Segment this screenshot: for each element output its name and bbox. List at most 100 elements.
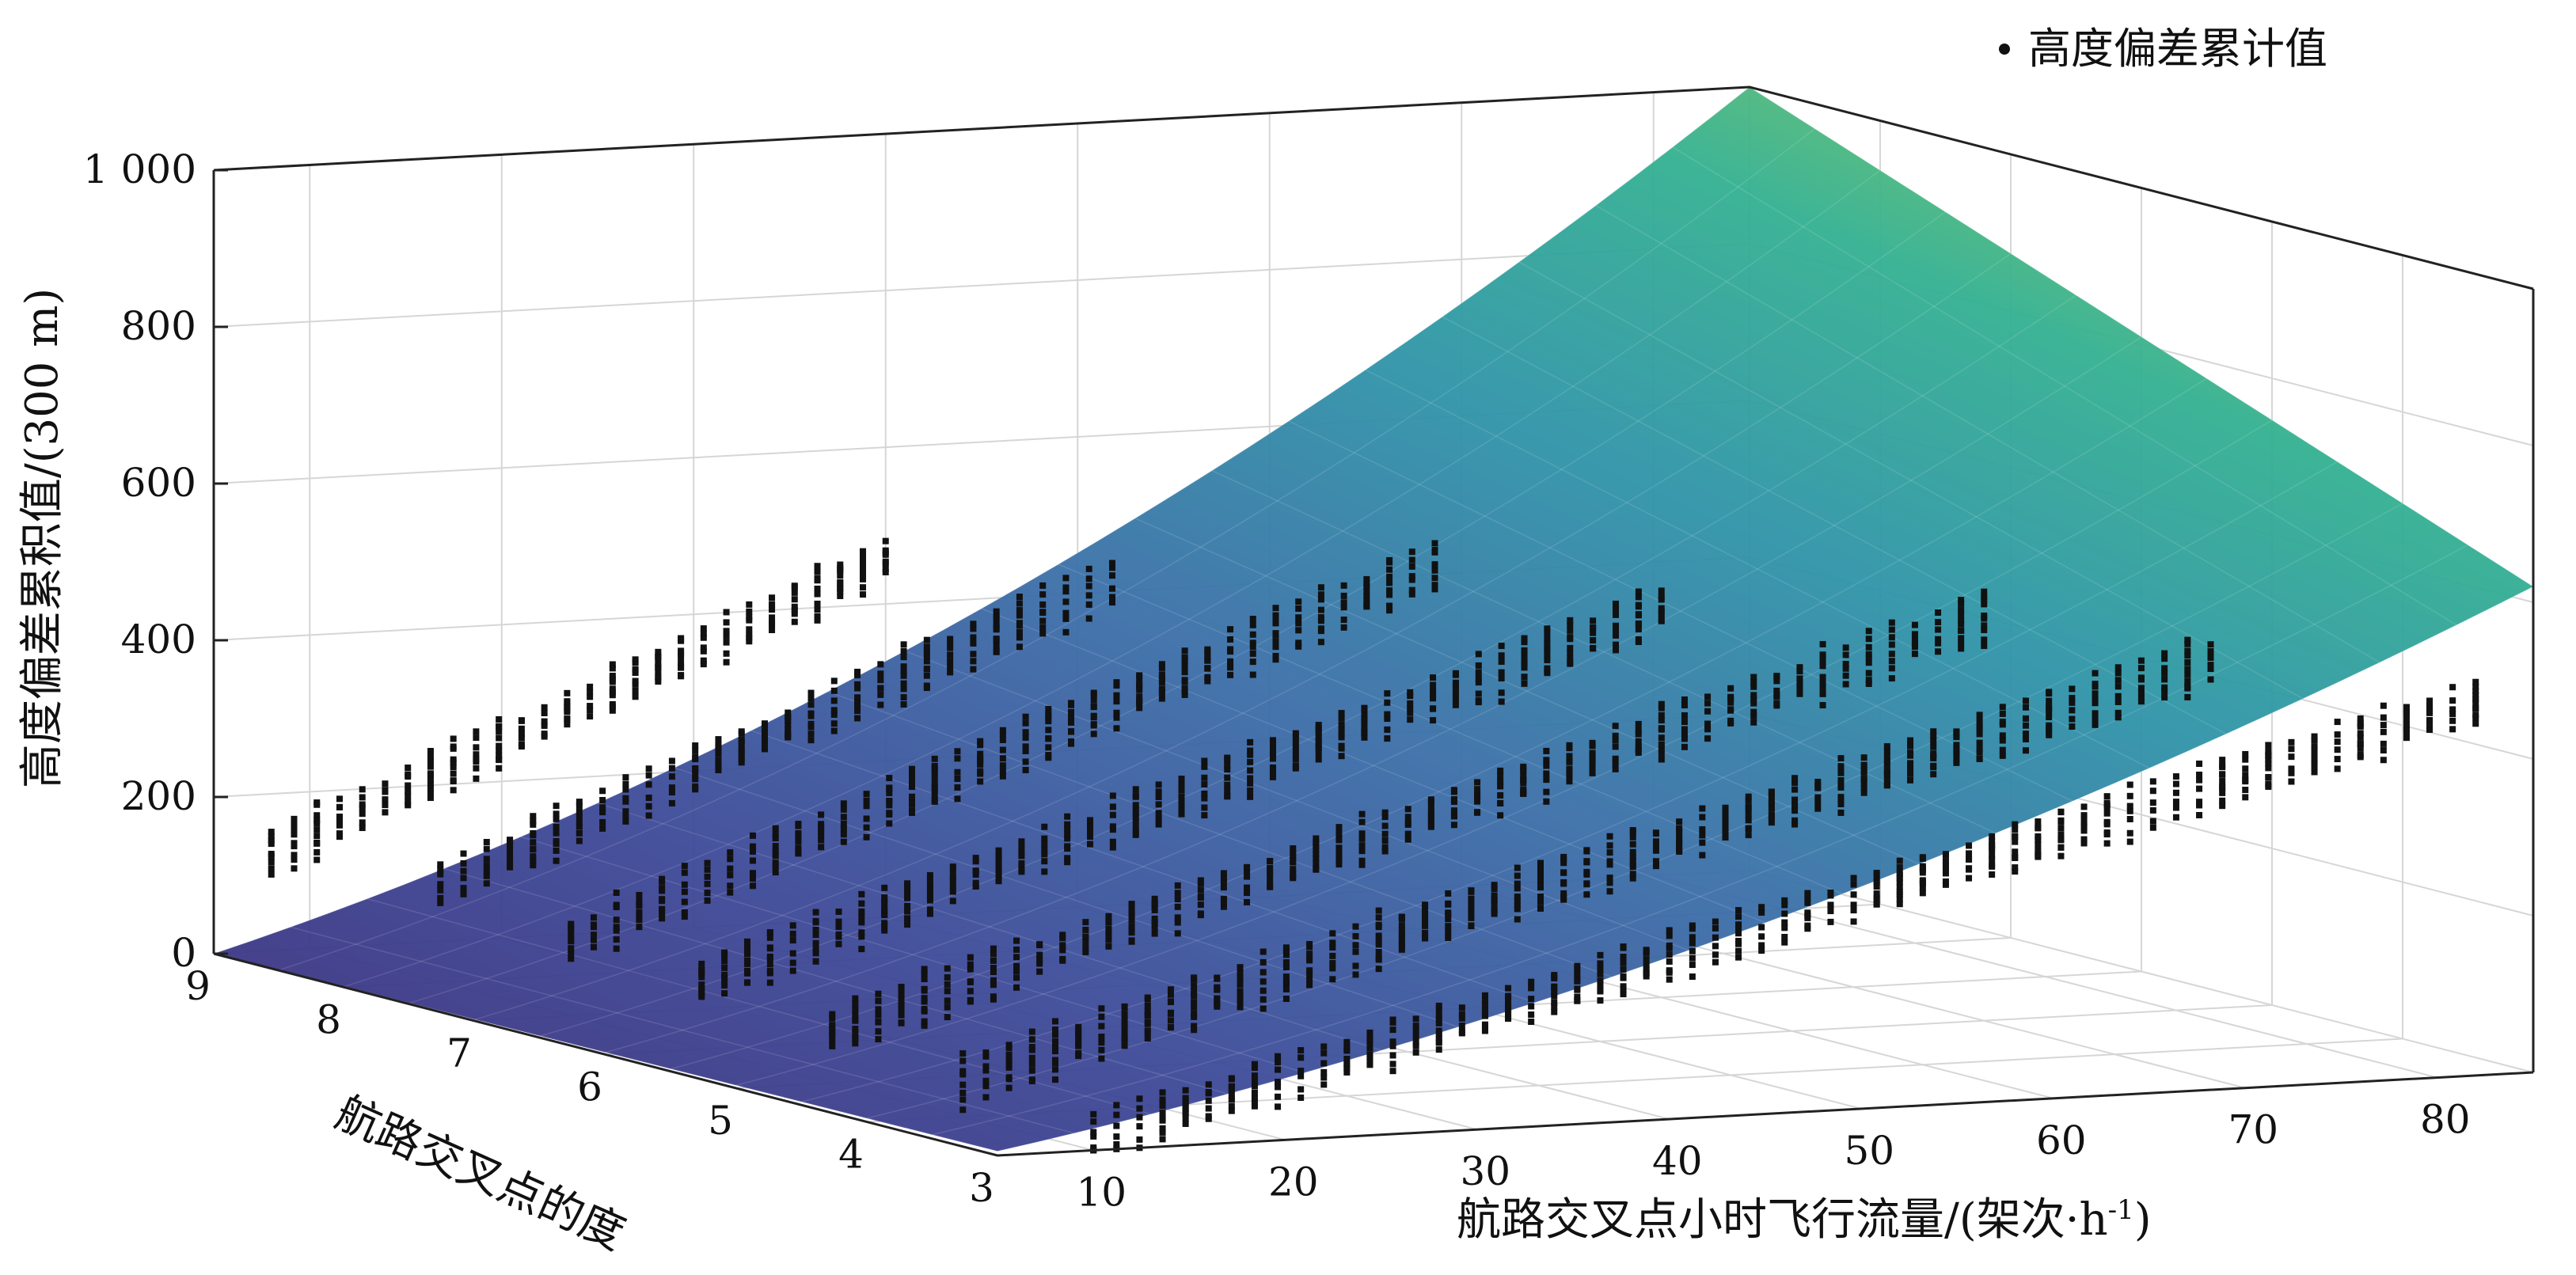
data-point (1989, 863, 1996, 870)
data-point (1712, 924, 1719, 932)
data-point (636, 924, 643, 931)
data-point (1343, 1068, 1351, 1076)
data-point (923, 652, 930, 659)
data-point (1666, 976, 1673, 983)
data-point (1860, 768, 1867, 775)
data-point (1389, 1016, 1396, 1023)
data-point (1574, 977, 1581, 985)
data-point (1237, 988, 1244, 995)
data-point (1758, 933, 1765, 940)
data-point (1295, 620, 1302, 627)
data-point (900, 654, 907, 661)
data-point (1329, 939, 1336, 947)
data-point (1475, 651, 1482, 658)
data-point (990, 969, 997, 976)
data-point (1272, 652, 1279, 659)
data-point (1583, 858, 1590, 865)
data-point (772, 835, 779, 842)
data-point (1468, 899, 1475, 906)
data-point (1408, 586, 1415, 594)
data-point (1745, 825, 1752, 832)
data-point (473, 728, 480, 735)
data-point (854, 672, 861, 679)
data-point (1635, 611, 1642, 618)
data-point (1269, 748, 1276, 755)
data-point (1474, 809, 1481, 816)
data-point (1888, 651, 1895, 658)
data-point (769, 614, 776, 621)
data-point (2161, 665, 2168, 672)
data-point (2196, 776, 2203, 784)
data-point (1727, 699, 1734, 706)
data-point (1381, 844, 1389, 851)
data-point (923, 647, 930, 655)
data-point (1381, 809, 1389, 816)
data-point (972, 879, 979, 886)
data-point (622, 795, 629, 802)
data-point (898, 996, 905, 1003)
data-point (1182, 1095, 1189, 1102)
data-point (1935, 648, 1942, 655)
data-point (1606, 888, 1613, 895)
data-point (1435, 1019, 1442, 1026)
data-point (1412, 1026, 1419, 1034)
data-point (2035, 841, 2042, 848)
data-point (875, 1018, 882, 1025)
data-point (1543, 757, 1550, 764)
data-point (1883, 752, 1890, 759)
data-point (863, 833, 870, 841)
data-point (1352, 948, 1359, 955)
data-point (1036, 956, 1043, 963)
data-point (1036, 951, 1043, 958)
data-point (700, 657, 707, 664)
data-point (704, 880, 711, 887)
data-point (2172, 789, 2179, 796)
data-point (1597, 960, 1604, 967)
data-point (829, 1037, 836, 1044)
data-point (772, 843, 779, 850)
data-point (1520, 765, 1527, 772)
data-point (655, 673, 662, 680)
data-point (812, 950, 819, 957)
x-tick-label: 40 (1652, 1138, 1703, 1184)
data-point (1873, 870, 1880, 877)
data-point (1064, 821, 1071, 828)
data-point (715, 742, 722, 749)
data-point (852, 1011, 859, 1018)
data-point (460, 859, 467, 867)
data-point (852, 1000, 859, 1007)
data-point (1865, 677, 1872, 684)
surface-mesh-line (540, 294, 2076, 1037)
data-point (1566, 765, 1573, 772)
data-point (2046, 722, 2053, 729)
data-point (1544, 651, 1551, 658)
data-point (2472, 683, 2479, 690)
data-point (2288, 778, 2295, 785)
data-point (795, 821, 802, 828)
data-point (1375, 966, 1382, 973)
data-point (636, 897, 643, 905)
data-point (1583, 868, 1590, 875)
data-point (1317, 639, 1324, 646)
data-point (2242, 756, 2249, 763)
data-point (840, 800, 847, 807)
data-point (2149, 778, 2156, 785)
data-point (1814, 794, 1822, 801)
data-point (2242, 772, 2249, 779)
data-point (1597, 966, 1604, 973)
data-point (1237, 974, 1244, 981)
data-point (1191, 989, 1198, 996)
data-point (1999, 732, 2006, 739)
data-point (1953, 759, 1960, 766)
data-point (1269, 743, 1276, 750)
data-point (926, 893, 933, 900)
data-point (2311, 736, 2318, 743)
data-point (967, 966, 974, 973)
data-point (530, 862, 537, 869)
data-point (1942, 858, 1949, 865)
data-point (268, 865, 275, 872)
data-point (1620, 973, 1627, 980)
data-point (1201, 763, 1208, 770)
data-point (1313, 855, 1320, 862)
data-point (1087, 822, 1094, 829)
